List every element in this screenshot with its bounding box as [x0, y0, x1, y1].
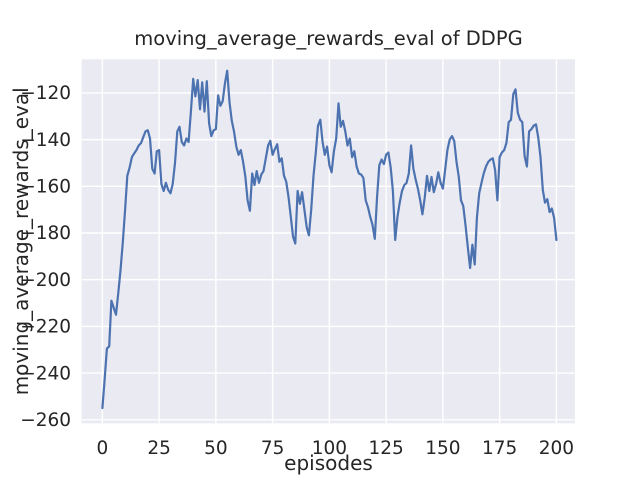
plot-area: [81, 59, 575, 424]
x-tick-label: 200: [539, 438, 574, 459]
x-tick-label: 50: [204, 438, 228, 459]
line-series: [101, 69, 558, 410]
y-tick-labels: −120 −140 −160 −180 −200 −220 −240 −260: [20, 83, 71, 431]
x-tick-label: 25: [147, 438, 171, 459]
y-tick-label: −160: [20, 177, 71, 198]
x-axis-label: episodes: [284, 451, 373, 475]
x-tick-label: 0: [96, 438, 108, 459]
x-tick-label: 150: [425, 438, 460, 459]
x-tick-label: 75: [261, 438, 285, 459]
y-axis-label: moving_average_rewards_eval: [9, 87, 33, 395]
x-tick-label: 100: [312, 438, 347, 459]
y-tick-label: −200: [20, 270, 71, 291]
y-tick-label: −240: [20, 363, 71, 384]
x-tick-labels: 0 25 50 75 100 125 150 175 200: [96, 438, 574, 459]
y-tick-label: −220: [20, 317, 71, 338]
x-tick-label: 175: [482, 438, 517, 459]
x-tick-label: 125: [368, 438, 403, 459]
y-tick-label: −120: [20, 83, 71, 104]
y-tick-label: −260: [20, 410, 71, 431]
chart-title: moving_average_rewards_eval of DDPG: [134, 27, 522, 50]
y-tick-label: −180: [20, 223, 71, 244]
y-tick-label: −140: [20, 130, 71, 151]
